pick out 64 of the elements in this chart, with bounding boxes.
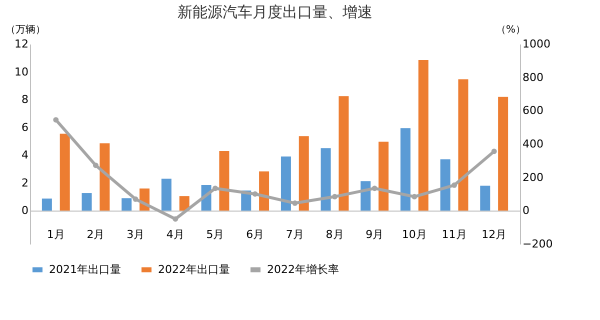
bar xyxy=(259,171,270,211)
chart-title: 新能源汽车月度出口量、增速 xyxy=(178,3,372,21)
y2-tick-label: 1000 xyxy=(522,38,550,50)
bar xyxy=(458,79,468,211)
x-tick-label: 5月 xyxy=(206,228,224,242)
bar xyxy=(42,198,52,211)
legend-label: 2021年出口量 xyxy=(49,262,121,276)
bar xyxy=(338,96,349,211)
x-tick-label: 11月 xyxy=(442,228,467,242)
x-tick-label: 7月 xyxy=(286,228,304,242)
y-tick-label: 4 xyxy=(22,148,28,162)
bar xyxy=(320,148,331,211)
bar xyxy=(418,60,428,211)
point xyxy=(491,148,497,154)
point xyxy=(212,186,218,192)
point xyxy=(372,186,378,192)
y2-tick-label: 800 xyxy=(522,70,544,84)
bar xyxy=(122,198,132,211)
point xyxy=(412,194,418,200)
y-axis-title: （万辆） xyxy=(6,24,46,36)
point xyxy=(252,191,258,197)
x-tick-label: 4月 xyxy=(166,228,184,242)
bar xyxy=(100,143,110,211)
x-tick-label: 10月 xyxy=(402,228,427,242)
bar xyxy=(82,193,92,211)
bar xyxy=(60,134,70,211)
y2-tick-label: 200 xyxy=(522,170,544,184)
point xyxy=(132,196,138,202)
bar xyxy=(161,178,172,211)
y2-tick-label: 400 xyxy=(522,138,544,150)
x-tick-label: 8月 xyxy=(326,228,344,242)
bar xyxy=(219,150,230,211)
x-tick-label: 9月 xyxy=(366,228,384,242)
point xyxy=(452,182,458,188)
y-tick-label: 2 xyxy=(22,176,28,190)
bar xyxy=(400,128,410,211)
y-tick-label: 10 xyxy=(14,65,28,78)
y2-tick-label: −200 xyxy=(522,238,553,250)
point xyxy=(172,216,178,222)
y-tick-label: 12 xyxy=(14,38,28,50)
y2-axis-title: （%） xyxy=(496,24,526,36)
bar xyxy=(440,159,450,211)
x-tick-label: 2月 xyxy=(86,228,105,242)
y2-tick-label: 0 xyxy=(522,204,530,218)
y-tick-label: 8 xyxy=(22,93,28,106)
y-tick-label: 6 xyxy=(22,120,28,134)
x-tick-label: 6月 xyxy=(246,228,264,242)
point xyxy=(53,117,59,123)
point xyxy=(292,200,298,206)
bar xyxy=(378,142,389,211)
point xyxy=(92,162,98,168)
bar xyxy=(179,196,190,211)
legend-label: 2022年增长率 xyxy=(267,262,339,276)
bar xyxy=(480,186,490,211)
point xyxy=(332,194,338,200)
bar xyxy=(280,156,291,211)
y2-tick-label: 600 xyxy=(522,104,544,118)
bar xyxy=(498,96,508,211)
x-tick-label: 3月 xyxy=(126,228,145,242)
bar xyxy=(298,136,309,211)
x-tick-label: 1月 xyxy=(46,228,65,242)
y-tick-label: 0 xyxy=(22,204,28,218)
x-tick-label: 12月 xyxy=(482,228,507,242)
legend-label: 2022年出口量 xyxy=(158,262,230,276)
